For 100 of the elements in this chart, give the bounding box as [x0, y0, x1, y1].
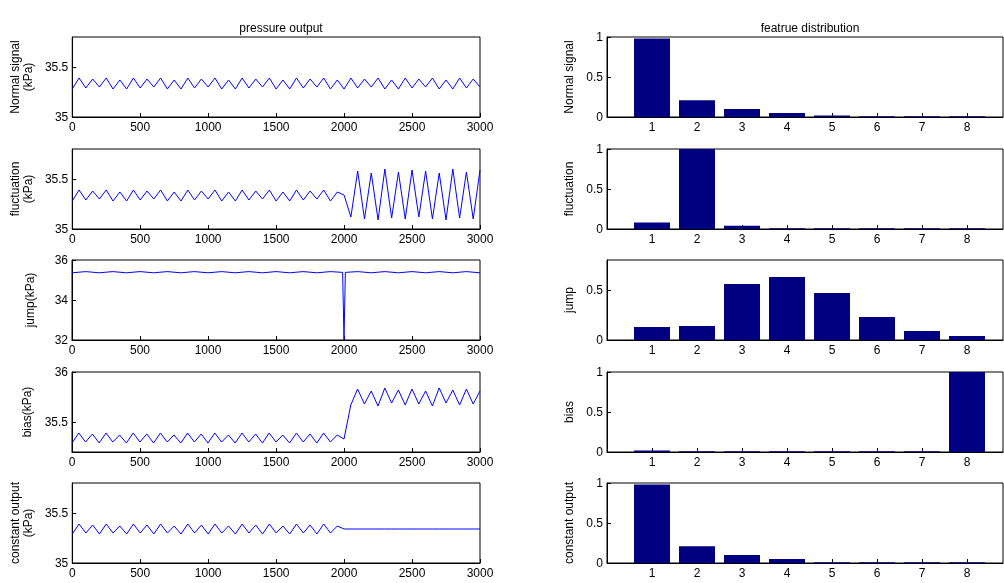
y-tick-label: 0: [596, 556, 604, 570]
bar: [679, 326, 715, 340]
y-axis-title: Normal signal (kPa): [7, 40, 35, 114]
bar: [814, 293, 850, 340]
x-tick-label: 3000: [466, 454, 494, 469]
x-tick-label: 500: [129, 343, 151, 357]
y-axis-title: fluctuation: [561, 161, 576, 216]
line-series: [71, 387, 481, 443]
x-tick-label: 1500: [262, 120, 290, 134]
x-tick-label: 8: [963, 120, 971, 134]
x-tick-label: 5: [828, 120, 836, 134]
x-tick-label: 6: [873, 343, 881, 357]
x-tick-label: 4: [783, 231, 791, 246]
y-tick-label: 1: [596, 476, 604, 490]
y-tick-label: 35.5: [44, 506, 69, 520]
x-tick-label: 6: [873, 231, 881, 246]
line-series: [71, 523, 481, 535]
x-tick-label: 3000: [466, 231, 494, 246]
x-tick-label: 1: [648, 120, 656, 134]
x-tick-label: 1: [648, 231, 656, 246]
y-tick-label: 35.5: [44, 171, 69, 186]
x-tick-label: 2: [693, 454, 701, 469]
x-tick-label: 2: [693, 120, 701, 134]
x-tick-label: 8: [963, 566, 971, 580]
x-tick-label: 2000: [330, 231, 358, 246]
x-tick-label: 8: [963, 454, 971, 469]
bar: [769, 559, 805, 563]
x-tick-label: 1: [648, 566, 656, 580]
x-tick-label: 2000: [330, 566, 358, 580]
x-tick-label: 1500: [262, 566, 290, 580]
x-tick-label: 3: [738, 120, 746, 134]
bar: [769, 113, 805, 117]
x-tick-label: 4: [783, 566, 791, 580]
y-tick-label: 0: [596, 221, 604, 236]
x-tick-label: 8: [963, 231, 971, 246]
y-tick-label: 1: [596, 141, 604, 156]
x-tick-label: 2: [693, 566, 701, 580]
line-series: [71, 77, 481, 90]
y-tick-label: 1: [596, 30, 604, 44]
bar: [949, 371, 985, 452]
bar: [679, 148, 715, 229]
x-tick-label: 6: [873, 120, 881, 134]
x-tick-label: 1000: [194, 120, 222, 134]
bar: [724, 109, 760, 117]
y-axis-title: fluctuation (kPa): [7, 161, 35, 216]
x-tick-label: 2500: [398, 231, 426, 246]
x-tick-label: 2000: [330, 120, 358, 134]
x-tick-label: 500: [129, 454, 151, 469]
x-tick-label: 6: [873, 566, 881, 580]
y-tick-label: 1: [596, 364, 604, 379]
x-tick-label: 1000: [194, 231, 222, 246]
x-tick-label: 1500: [262, 343, 290, 357]
x-tick-label: 7: [918, 231, 926, 246]
y-axis-title: constant output: [561, 481, 576, 565]
y-tick-label: 35: [54, 556, 69, 570]
chart-title: pressure output: [239, 21, 324, 35]
y-axis-title: bias(kPa): [20, 386, 35, 437]
x-tick-label: 500: [130, 231, 151, 246]
x-tick-label: 2500: [398, 120, 426, 134]
bar: [679, 100, 715, 117]
bar: [634, 38, 670, 117]
y-tick-label: 36: [54, 253, 69, 267]
y-tick-label: 0.5: [586, 516, 604, 530]
x-tick-label: 2500: [398, 343, 426, 357]
y-tick-label: 35.5: [44, 60, 69, 74]
y-tick-label: 0: [596, 110, 604, 124]
x-tick-label: 7: [918, 120, 926, 134]
y-tick-label: 35: [54, 110, 69, 124]
bar: [724, 284, 760, 340]
x-tick-label: 3000: [466, 566, 494, 580]
y-axis-title: jump(kPa): [22, 272, 37, 329]
x-tick-label: 1000: [194, 343, 222, 357]
x-tick-label: 500: [130, 120, 151, 134]
x-tick-label: 500: [130, 566, 151, 580]
bar: [769, 277, 805, 340]
x-tick-label: 5: [828, 231, 836, 246]
x-tick-label: 3: [738, 231, 746, 246]
x-tick-label: 1500: [262, 231, 290, 246]
y-axis-title: Normal signal: [561, 40, 576, 114]
x-tick-label: 1000: [194, 566, 222, 580]
x-tick-label: 1500: [262, 454, 290, 469]
x-tick-label: 1: [648, 454, 656, 469]
y-tick-label: 0.5: [586, 283, 604, 297]
y-tick-label: 34: [54, 293, 69, 307]
y-axis-title: jump: [561, 286, 576, 315]
y-tick-label: 32: [54, 333, 69, 347]
y-tick-label: 0: [596, 333, 604, 347]
x-tick-label: 4: [783, 343, 791, 357]
bar: [724, 225, 760, 229]
bar: [634, 327, 670, 340]
x-tick-label: 1: [648, 343, 656, 357]
y-tick-label: 0.5: [586, 404, 604, 419]
bar: [634, 484, 670, 563]
bar: [634, 222, 670, 229]
x-tick-label: 4: [783, 454, 791, 469]
x-tick-label: 3: [738, 343, 746, 357]
x-tick-label: 5: [828, 343, 836, 357]
line-series: [71, 168, 481, 220]
y-tick-label: 35: [54, 221, 69, 236]
x-tick-label: 3000: [466, 343, 494, 357]
